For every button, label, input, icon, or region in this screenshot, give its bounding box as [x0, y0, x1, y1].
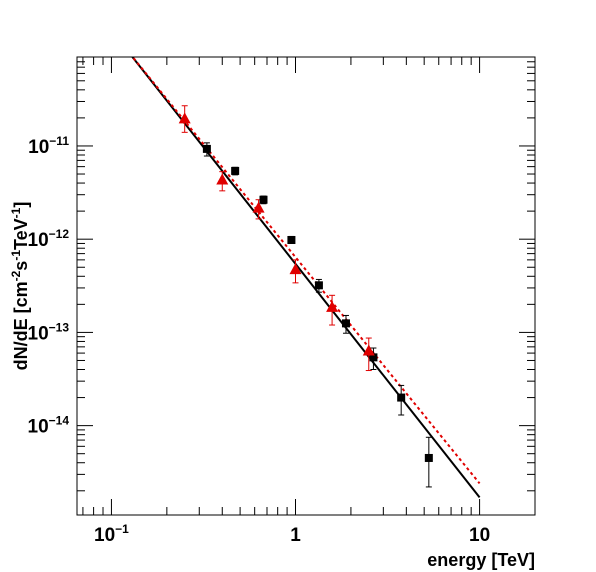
data-point-triangle [326, 300, 339, 312]
data-point-triangle [252, 201, 265, 213]
data-point-square [341, 319, 350, 328]
data-point-square [287, 236, 296, 245]
data-point-square [424, 453, 433, 462]
data-point-square [314, 281, 323, 290]
error-bars [181, 105, 432, 488]
x-tick-label: 10−1 [94, 522, 129, 546]
data-point-square [397, 393, 406, 402]
data-point-triangle [362, 344, 375, 356]
y-tick-label: 10−11 [28, 134, 69, 158]
fit-lines [131, 57, 481, 498]
y-axis-title: dN/dE [cm-2s-1TeV-1] [9, 202, 31, 371]
fit-line-solid [131, 57, 481, 498]
y-tick-label: 10−12 [28, 227, 70, 251]
data-markers [178, 112, 433, 462]
plot-frame [76, 56, 536, 516]
data-point-triangle [178, 112, 191, 124]
x-axis-title: energy [TeV] [427, 550, 535, 570]
data-point-square [231, 166, 240, 175]
data-point-triangle [289, 263, 302, 275]
fit-line-dotted [131, 57, 481, 485]
x-tick-label: 10 [469, 525, 490, 546]
data-point-square [202, 144, 211, 153]
data-point-triangle [216, 173, 229, 185]
y-tick-label: 10−14 [28, 414, 70, 438]
data-point-square [369, 353, 378, 362]
axis-ticks [77, 56, 536, 515]
y-tick-label: 10−13 [28, 320, 70, 344]
data-point-square [259, 195, 268, 204]
x-tick-label: 1 [290, 525, 301, 546]
